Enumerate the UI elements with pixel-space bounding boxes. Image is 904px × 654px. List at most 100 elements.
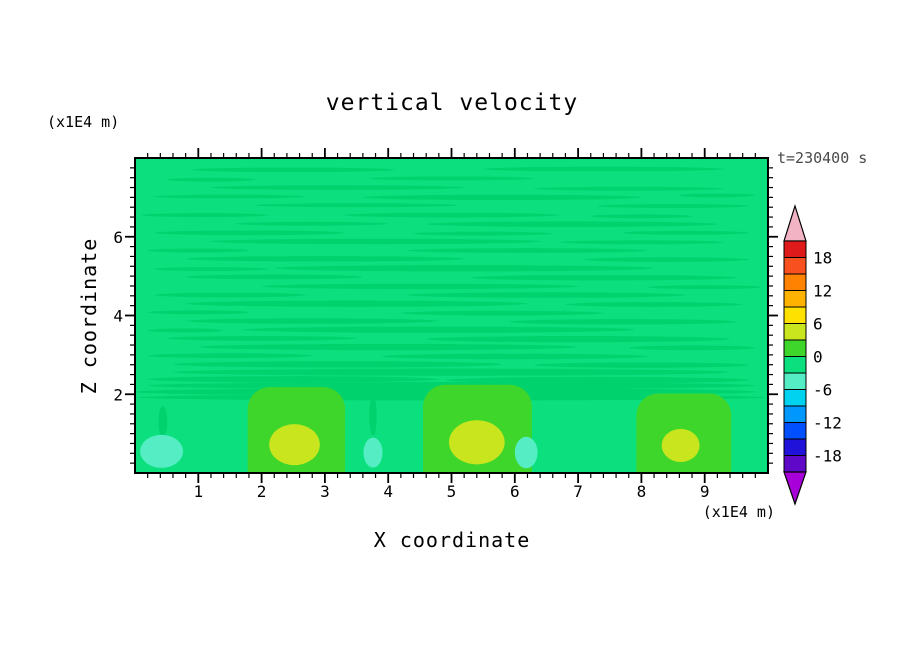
streak-band xyxy=(147,328,224,333)
colorbar-segment xyxy=(783,438,807,456)
streak-band xyxy=(343,212,560,218)
colorbar-tick-label: -12 xyxy=(813,414,842,433)
downdraft-patch xyxy=(514,436,538,469)
streak-band xyxy=(274,265,655,272)
streak-band xyxy=(172,368,731,376)
colorbar-segment xyxy=(783,323,807,341)
streak-band xyxy=(255,203,458,208)
x-tick-label: 7 xyxy=(573,482,583,501)
streak-band xyxy=(533,186,724,191)
streak-band xyxy=(185,274,363,280)
streak-band xyxy=(470,274,737,281)
colorbar-tick-label: 0 xyxy=(813,348,823,367)
x-tick-label: 6 xyxy=(510,482,520,501)
colorbar-segment xyxy=(783,389,807,407)
x-tick-label: 4 xyxy=(383,482,393,501)
streak-band xyxy=(590,214,693,219)
y-axis-title: Z coordinate xyxy=(77,238,101,395)
streak-band xyxy=(172,361,503,368)
streak-band xyxy=(508,319,737,325)
streak-band xyxy=(147,353,313,359)
streak-band xyxy=(242,326,636,333)
streak-band xyxy=(141,213,268,218)
y-axis-unit-label: (x1E4 m) xyxy=(47,113,119,131)
colorbar-bottom-arrow xyxy=(783,471,807,506)
chart-title: vertical velocity xyxy=(326,90,578,116)
streak-band xyxy=(147,248,249,253)
x-tick-label: 3 xyxy=(320,482,330,501)
colorbar-segment xyxy=(783,422,807,440)
colorbar-segment xyxy=(783,290,807,308)
colorbar-segment xyxy=(783,339,807,357)
x-tick-label: 5 xyxy=(447,482,457,501)
y-tick-label: 4 xyxy=(113,307,123,326)
streak-band xyxy=(381,353,648,360)
x-axis-unit-label: (x1E4 m) xyxy=(703,503,775,521)
axis-ticks xyxy=(125,148,778,483)
colorbar-segment xyxy=(783,356,807,374)
colorbar-segment xyxy=(783,306,807,324)
streak-band xyxy=(400,310,604,316)
streak-band xyxy=(584,257,750,262)
streak-band xyxy=(191,167,395,173)
streak-band xyxy=(597,204,750,209)
streak-band xyxy=(147,376,439,383)
streak-band xyxy=(153,292,306,298)
x-axis-title: X coordinate xyxy=(374,528,531,552)
streak-band xyxy=(483,166,724,172)
colorbar xyxy=(783,203,807,506)
streak-band xyxy=(185,300,528,307)
colorbar-segment xyxy=(783,257,807,275)
colorbar-segment xyxy=(783,273,807,291)
y-tick-label: 6 xyxy=(113,228,123,247)
streak-band xyxy=(362,194,642,201)
streak-band xyxy=(628,345,756,351)
streak-band xyxy=(210,238,541,245)
colorbar-segment xyxy=(783,405,807,423)
x-tick-label: 1 xyxy=(193,482,203,501)
downdraft-patch xyxy=(363,437,383,468)
updraft-core xyxy=(661,428,700,462)
y-tick-labels: 2 4 6 xyxy=(113,228,123,405)
streak-band xyxy=(236,221,389,226)
colorbar-segment xyxy=(783,240,807,258)
downdraft-patch xyxy=(140,434,184,468)
streak-band xyxy=(445,376,750,384)
streak-band xyxy=(559,240,724,245)
colorbar-tick-label: 18 xyxy=(813,249,832,268)
streak-band xyxy=(185,318,439,324)
y-tick-label: 2 xyxy=(113,385,123,404)
contour-field xyxy=(135,158,768,473)
x-tick-label: 9 xyxy=(700,482,710,501)
streak-band xyxy=(153,267,268,272)
colorbar-tick-label: 6 xyxy=(813,315,823,334)
colorbar-segment xyxy=(783,455,807,473)
streak-band xyxy=(622,230,750,235)
streak-band xyxy=(407,248,648,253)
streak-band xyxy=(185,256,465,262)
streak-band xyxy=(210,185,465,190)
colorbar-top-arrow xyxy=(783,203,807,242)
x-tick-labels: 1 2 3 4 5 6 7 8 9 xyxy=(193,482,709,501)
x-tick-label: 2 xyxy=(257,482,267,501)
streak-band xyxy=(166,177,256,182)
colorbar-tick-label: -18 xyxy=(813,447,842,466)
streak-band xyxy=(166,335,357,341)
colorbar-tick-label: 12 xyxy=(813,282,832,301)
streak-band xyxy=(369,396,377,436)
colorbar-tick-label: -6 xyxy=(813,381,832,400)
streak-band xyxy=(407,292,686,298)
streak-band xyxy=(153,194,306,199)
colorbar-labels: 18 12 6 0 -6 -12 -18 xyxy=(813,249,842,466)
colorbar-segment xyxy=(783,372,807,390)
streak-band xyxy=(426,335,731,343)
streak-band xyxy=(147,310,249,315)
x-tick-label: 8 xyxy=(637,482,647,501)
streak-band xyxy=(426,221,718,227)
streak-band xyxy=(369,176,534,181)
streak-band xyxy=(261,283,579,290)
streak-band xyxy=(565,302,743,307)
updraft-core xyxy=(269,424,320,466)
